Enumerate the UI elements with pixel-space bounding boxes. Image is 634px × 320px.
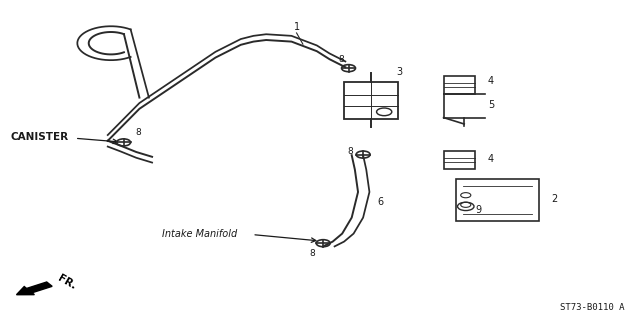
Text: 8: 8 — [135, 128, 141, 137]
Text: 3: 3 — [396, 67, 402, 77]
Text: 8: 8 — [309, 249, 315, 258]
Text: Intake Manifold: Intake Manifold — [162, 228, 237, 239]
Text: 8: 8 — [338, 55, 344, 64]
Bar — [444, 76, 476, 93]
Text: 6: 6 — [377, 196, 383, 207]
Bar — [344, 83, 398, 119]
Text: CANISTER: CANISTER — [10, 132, 68, 142]
Text: 1: 1 — [294, 22, 300, 32]
FancyArrow shape — [16, 282, 52, 295]
Text: 5: 5 — [488, 100, 494, 110]
Bar — [444, 151, 476, 169]
Bar — [456, 179, 539, 221]
Text: 4: 4 — [488, 76, 494, 86]
Text: ST73-B0110 A: ST73-B0110 A — [560, 303, 624, 312]
Text: 2: 2 — [552, 194, 557, 204]
Text: 8: 8 — [347, 147, 353, 156]
Text: FR.: FR. — [56, 273, 77, 292]
Text: 9: 9 — [476, 205, 481, 215]
Text: 4: 4 — [488, 154, 494, 164]
